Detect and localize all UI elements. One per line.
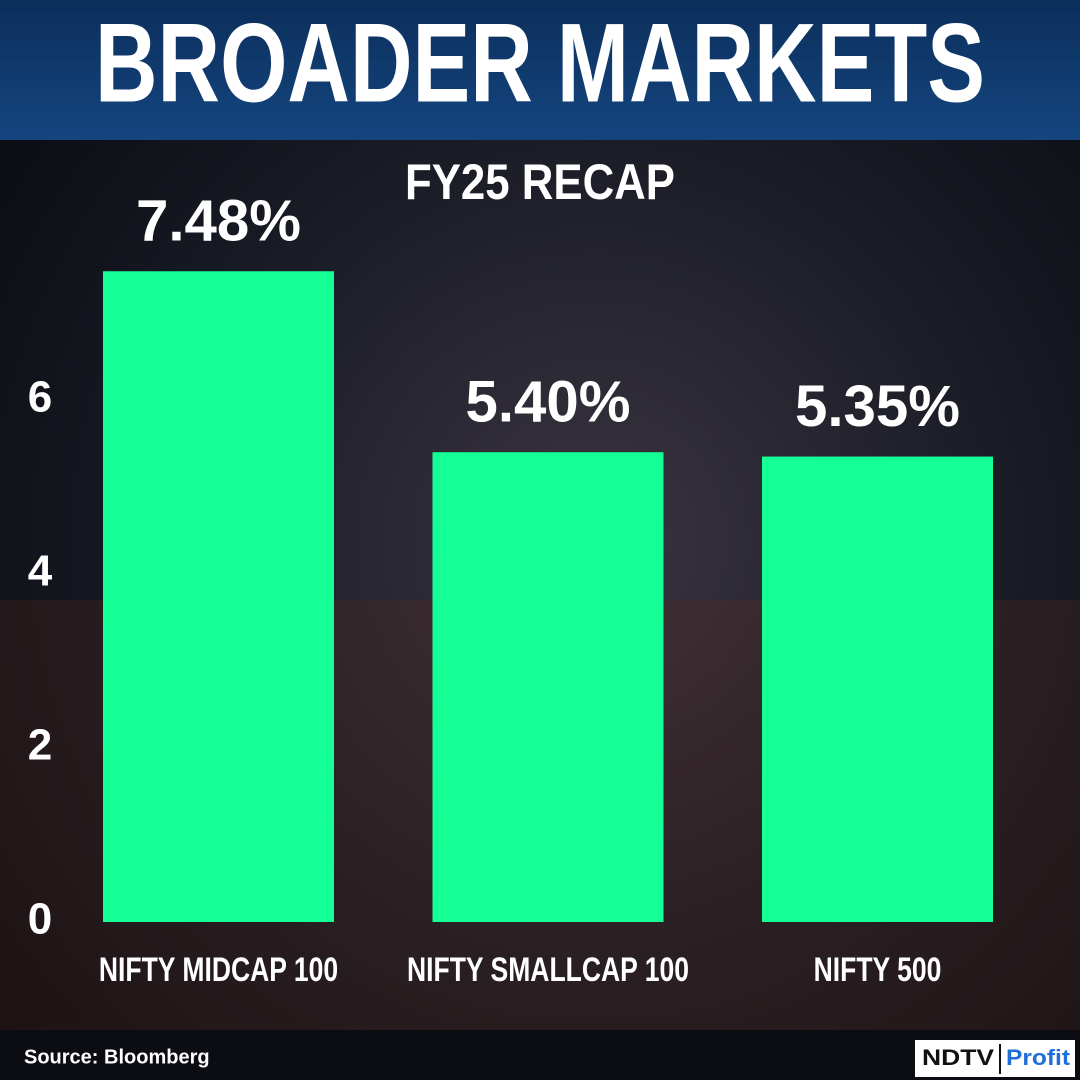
footer [0,1030,1080,1080]
y-tick-label: 4 [28,547,53,596]
chart-title: BROADER MARKETS [95,1,985,126]
value-label: 7.48% [136,189,301,254]
y-tick-label: 0 [28,895,52,944]
bar [762,456,993,922]
bar [432,452,664,922]
bar [103,271,334,922]
value-label: 5.40% [466,370,631,435]
value-label: 5.35% [795,374,960,439]
x-tick-label: NIFTY 500 [814,951,942,989]
x-tick-label: NIFTY MIDCAP 100 [99,951,338,989]
chart-subtitle: FY25 RECAP [405,154,675,210]
y-tick-label: 2 [28,721,52,770]
logo-sub: Profit [1006,1045,1071,1070]
logo-box [915,1040,1075,1077]
y-tick-label: 6 [28,373,52,422]
header [0,0,1080,140]
x-tick-label: NIFTY SMALLCAP 100 [407,951,689,989]
logo-name: NDTV [922,1045,994,1070]
source: Source: Bloomberg [24,1046,210,1068]
